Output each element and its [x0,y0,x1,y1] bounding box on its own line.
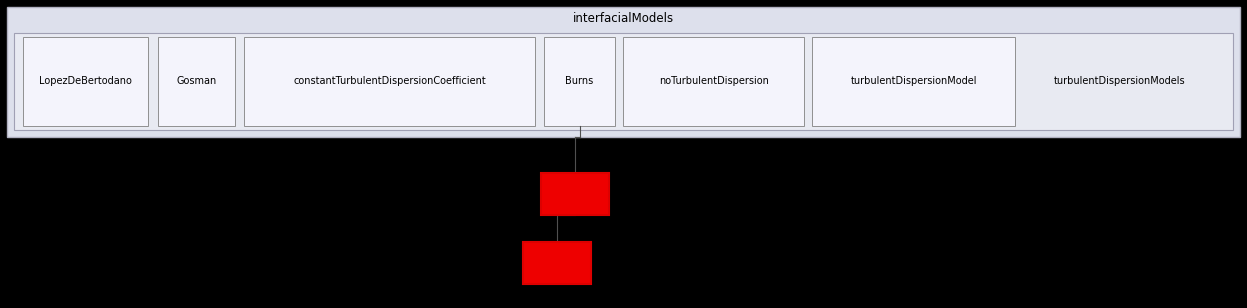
Text: turbulentDispersionModel: turbulentDispersionModel [850,76,976,87]
Text: Gosman: Gosman [176,76,217,87]
Text: interfacialModels: interfacialModels [572,13,675,26]
FancyBboxPatch shape [541,173,609,215]
FancyBboxPatch shape [7,7,1240,137]
FancyBboxPatch shape [544,37,615,126]
Text: constantTurbulentDispersionCoefficient: constantTurbulentDispersionCoefficient [293,76,486,87]
Text: Burns: Burns [565,76,594,87]
Text: LopezDeBertodano: LopezDeBertodano [39,76,132,87]
FancyBboxPatch shape [158,37,234,126]
FancyBboxPatch shape [22,37,148,126]
FancyBboxPatch shape [624,37,804,126]
Text: turbulentDispersionModels: turbulentDispersionModels [1054,76,1186,87]
FancyBboxPatch shape [813,37,1015,126]
FancyBboxPatch shape [524,242,591,284]
Text: noTurbulentDispersion: noTurbulentDispersion [658,76,768,87]
FancyBboxPatch shape [14,33,1233,130]
FancyBboxPatch shape [244,37,535,126]
